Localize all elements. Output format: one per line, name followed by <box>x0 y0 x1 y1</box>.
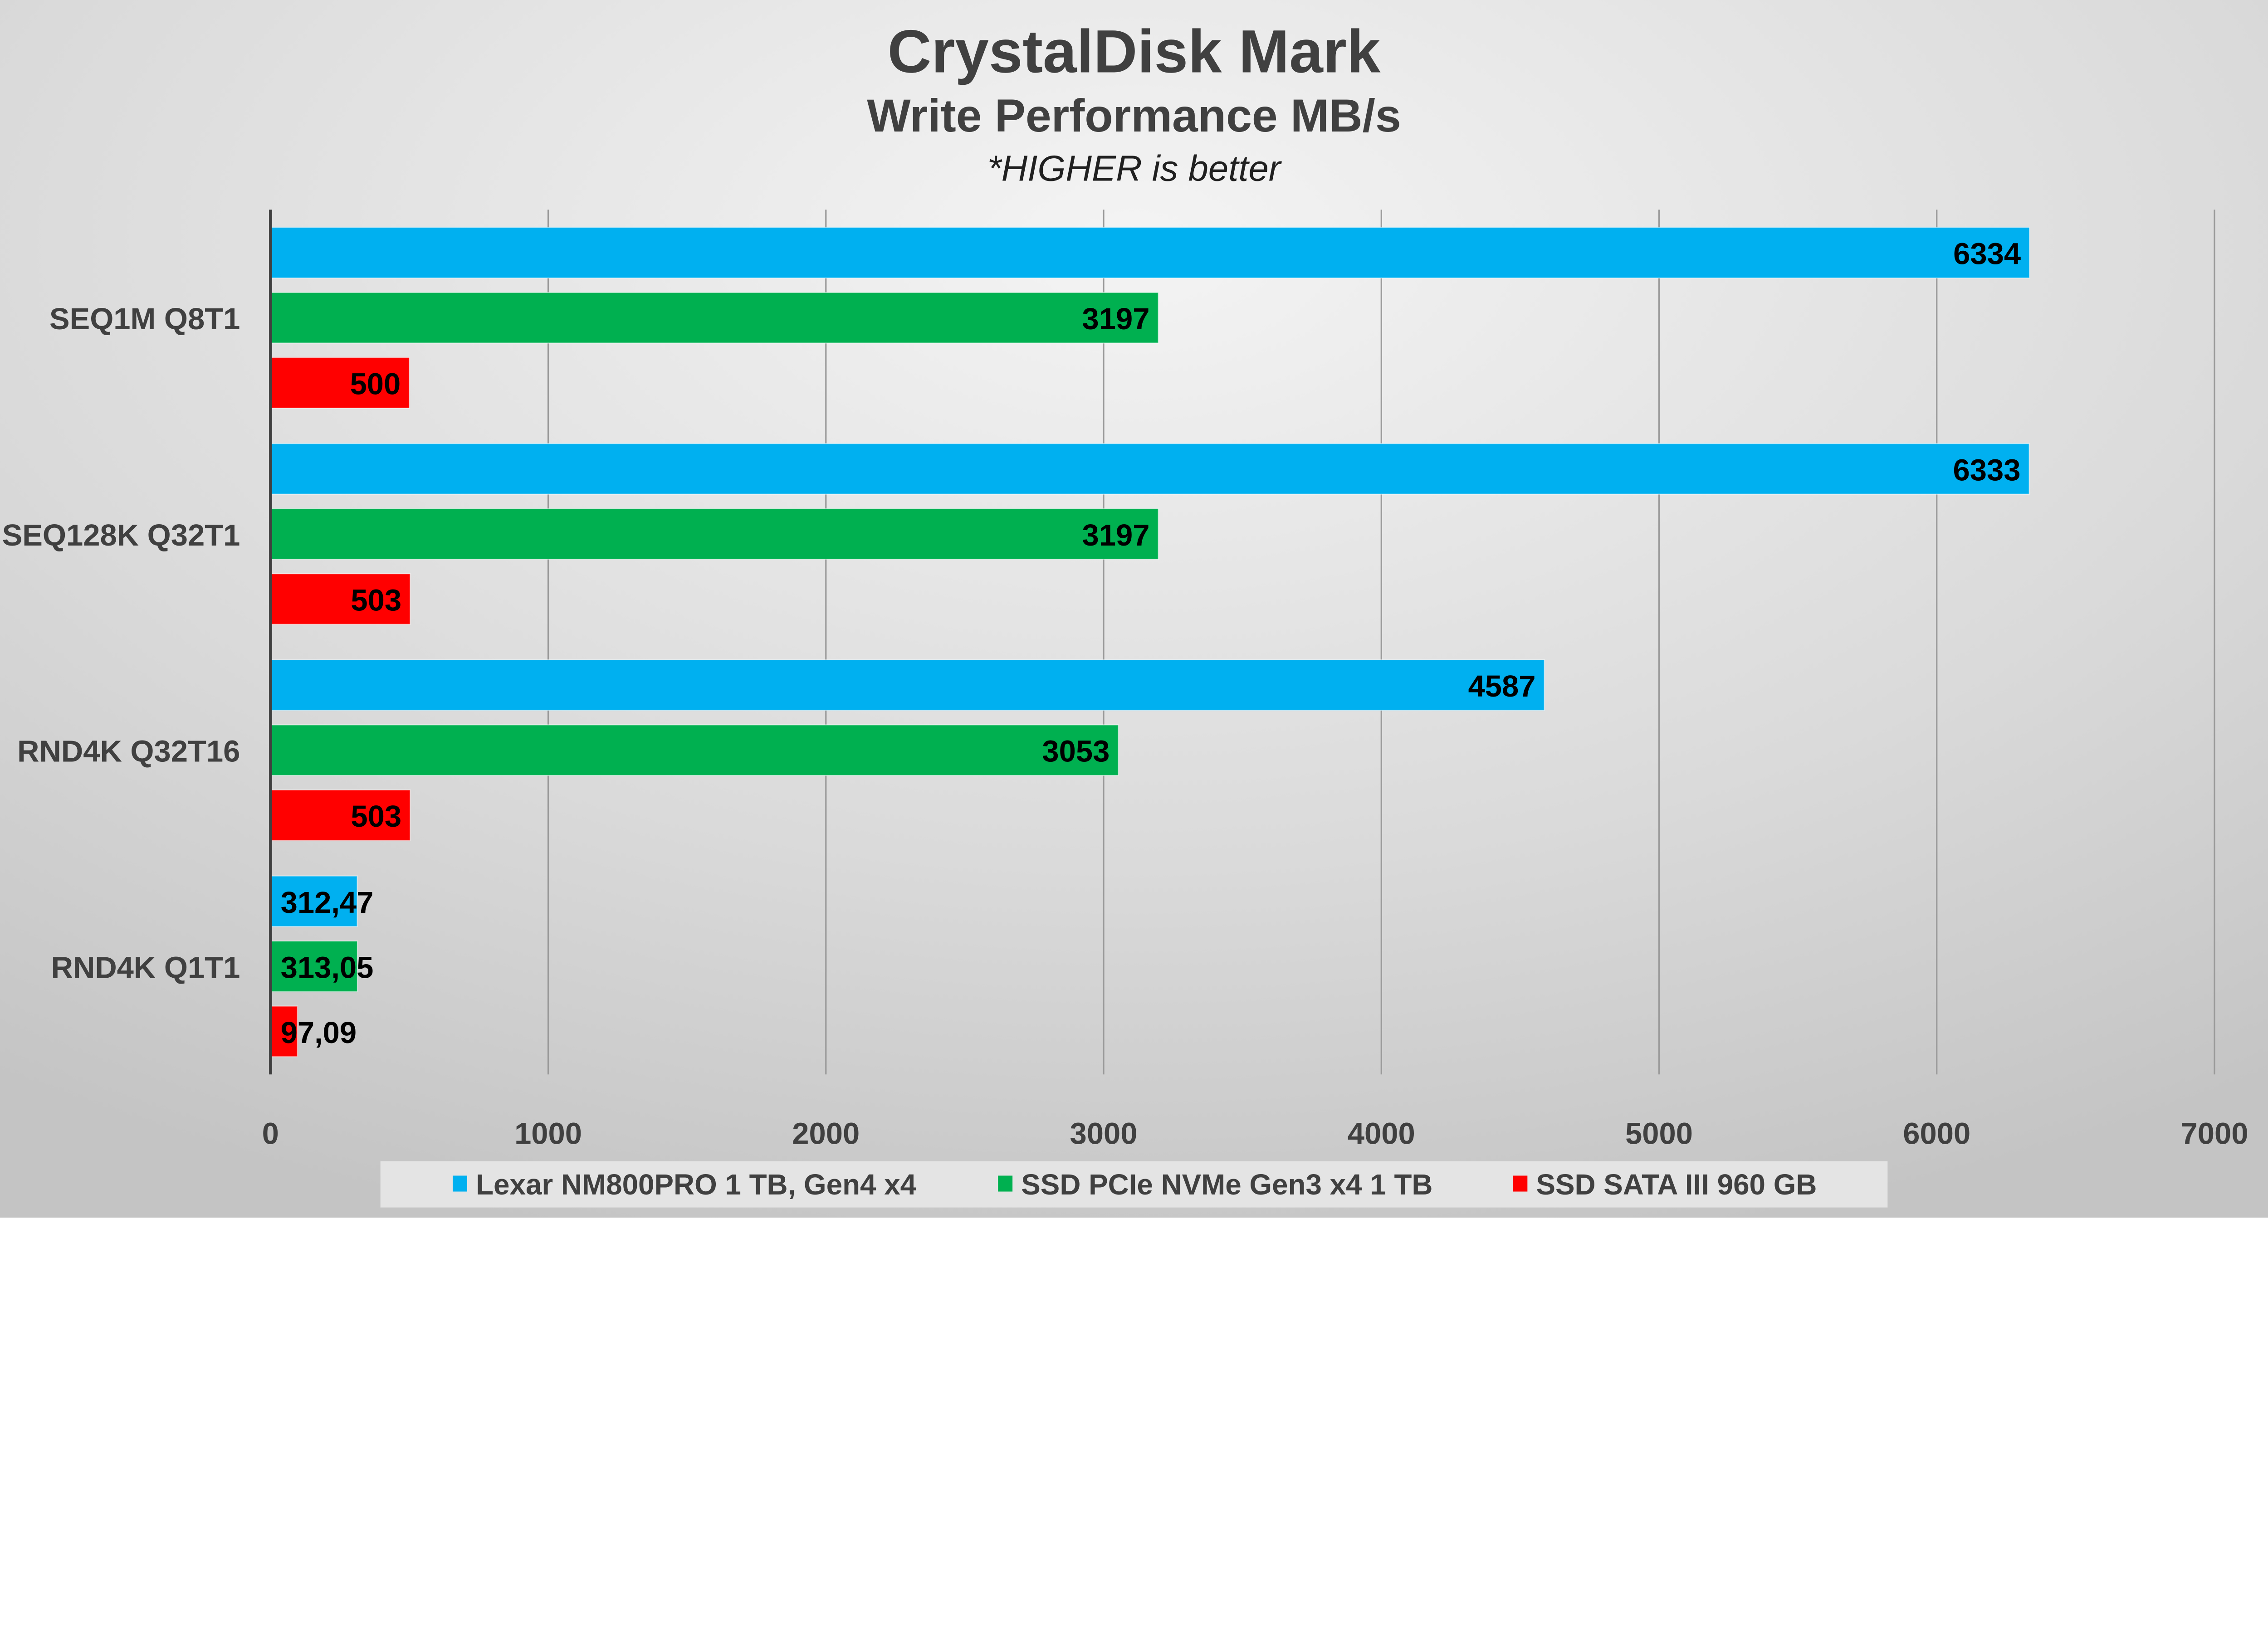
data-label: 3053 <box>1042 735 1110 769</box>
data-label: 6334 <box>1953 237 2021 271</box>
category-label: RND4K Q1T1 <box>51 951 240 985</box>
data-label: 312,47 <box>281 886 374 920</box>
legend-swatch <box>453 1175 467 1192</box>
x-tick-label: 4000 <box>1348 1116 1415 1150</box>
bar <box>270 443 2030 495</box>
chart-subtitle: Write Performance MB/s <box>867 90 1401 141</box>
bar <box>270 789 411 841</box>
chart-title: CrystalDisk Mark <box>888 18 1381 85</box>
bar <box>270 1005 298 1058</box>
bar <box>270 940 358 992</box>
bar <box>270 724 1119 776</box>
x-tick-label: 5000 <box>1625 1116 1693 1150</box>
x-tick-label: 6000 <box>1903 1116 1970 1150</box>
bar <box>270 357 410 409</box>
x-tick-label: 7000 <box>2181 1116 2248 1150</box>
x-tick-label: 3000 <box>1070 1116 1138 1150</box>
data-label: 4587 <box>1468 669 1536 703</box>
bar <box>270 659 1545 711</box>
legend: Lexar NM800PRO 1 TB, Gen4 x4 SSD PCIe NVM… <box>380 1161 1888 1208</box>
category-label: RND4K Q32T16 <box>17 735 240 769</box>
x-tick-label: 2000 <box>792 1116 860 1150</box>
legend-label: SSD PCIe NVMe Gen3 x4 1 TB <box>1021 1168 1432 1201</box>
legend-box <box>380 1161 1888 1208</box>
legend-swatch <box>1513 1175 1528 1192</box>
x-tick-label: 0 <box>262 1116 279 1150</box>
bars: 6334 3197 500 6333 3197 503 4587 3053 503 312,47 3… <box>270 227 2030 1058</box>
legend-label: Lexar NM800PRO 1 TB, Gen4 x4 <box>476 1168 917 1201</box>
data-label: 3197 <box>1082 518 1150 552</box>
bar <box>270 508 1159 560</box>
legend-swatch <box>998 1175 1013 1192</box>
category-labels: SEQ1M Q8T1 SEQ128K Q32T1 RND4K Q32T16 RND4K… <box>2 302 240 985</box>
legend-label: SSD SATA III 960 GB <box>1536 1168 1817 1201</box>
x-tick-labels: 0 1000 2000 3000 4000 5000 6000 7000 <box>262 1116 2248 1150</box>
data-label: 6333 <box>1953 453 2021 487</box>
data-label: 313,05 <box>281 951 374 985</box>
category-label: SEQ1M Q8T1 <box>49 302 240 336</box>
data-label: 503 <box>351 583 401 617</box>
bar <box>270 875 358 927</box>
chart: CrystalDisk Mark Write Performance MB/s … <box>0 0 2268 1218</box>
data-label: 97,09 <box>281 1016 357 1050</box>
bar <box>270 292 1159 344</box>
data-label: 503 <box>351 800 401 834</box>
chart-note: *HIGHER is better <box>987 148 1282 189</box>
bar <box>270 573 411 625</box>
data-label: 3197 <box>1082 302 1150 336</box>
gridlines <box>547 210 2215 1075</box>
data-label: 500 <box>350 367 401 401</box>
x-tick-label: 1000 <box>514 1116 582 1150</box>
bar <box>270 227 2030 279</box>
category-label: SEQ128K Q32T1 <box>2 518 240 552</box>
